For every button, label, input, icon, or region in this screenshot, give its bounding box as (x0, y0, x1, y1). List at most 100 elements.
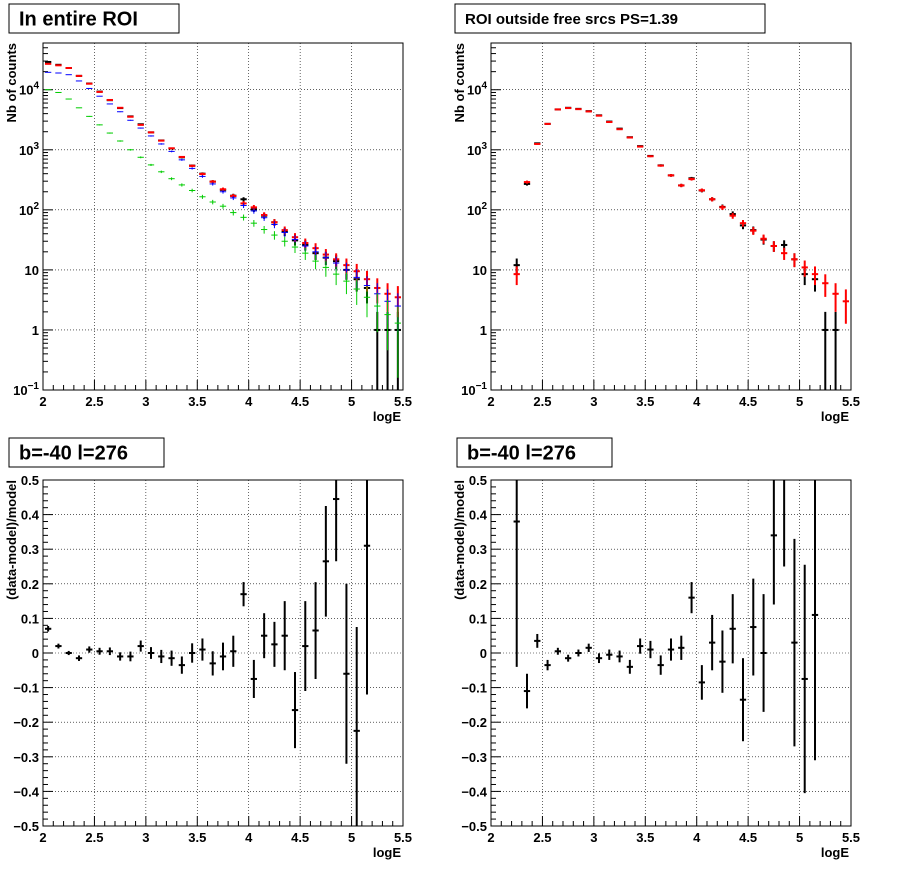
data-point (137, 127, 144, 129)
data-point (832, 283, 839, 312)
y-tick-label: −0.5 (461, 819, 487, 834)
data-point (147, 135, 155, 137)
data-point (637, 145, 644, 148)
data-point (791, 253, 798, 268)
x-tick-label: 2 (487, 830, 494, 845)
data-point (322, 260, 329, 277)
x-tick-label: 3.5 (188, 830, 206, 845)
chart-panel-4: b=-40 l=276 2 2.5 3 3.5 4 4.5 5 5.5 −0.5 −0.4 −0.3 −… (452, 437, 860, 860)
data-point (199, 638, 206, 661)
data-point (709, 614, 716, 671)
x-tick-label: 2 (39, 394, 46, 409)
x-tick-label: 2.5 (533, 394, 551, 409)
data-point (312, 582, 319, 679)
data-point (544, 659, 551, 671)
data-point (55, 643, 62, 649)
data-point (698, 188, 705, 193)
data-point (96, 647, 103, 655)
series-1 (513, 106, 839, 390)
series-4 (45, 89, 401, 378)
x-tick-label: 4.5 (291, 830, 309, 845)
data-point (178, 656, 185, 674)
y-tick-label: 0.3 (469, 542, 487, 557)
data-point (189, 164, 196, 168)
chart-panel-1: In entire ROI 2 2.5 3 3.5 4 4.5 5 5.5 10−1 1 10 102 1… (4, 3, 412, 424)
data-point (291, 672, 299, 749)
x-axis-label: logE (373, 845, 401, 860)
chart-title-box (454, 3, 766, 34)
chart-title-box (8, 3, 180, 34)
data-point (261, 613, 268, 659)
data-point (575, 649, 582, 657)
data-point (250, 208, 257, 214)
y-tick-label: −0.4 (13, 784, 39, 799)
series-1 (45, 60, 401, 390)
data-point (647, 640, 654, 659)
y-tick-label: 102 (19, 201, 39, 218)
x-tick-label: 5 (348, 394, 355, 409)
data-point (554, 647, 561, 655)
y-tick-label: −0.2 (461, 715, 487, 730)
data-point (832, 311, 839, 390)
data-point (168, 147, 175, 150)
x-tick-label: 5.5 (842, 394, 860, 409)
data-point (137, 123, 144, 126)
data-point (719, 204, 726, 210)
y-tick-label: −0.5 (13, 819, 39, 834)
data-point (65, 98, 72, 100)
y-axis-label: (data-model)/model (452, 480, 467, 600)
data-point (230, 635, 237, 667)
data-point (575, 108, 582, 111)
plot-frame (42, 42, 404, 391)
data-point (513, 480, 520, 667)
data-point (158, 649, 165, 664)
y-tick-label: 0.5 (469, 473, 487, 488)
series-1 (45, 480, 371, 826)
data-point (219, 642, 227, 671)
data-point (616, 128, 623, 131)
data-point (271, 221, 278, 229)
x-tick-label: 5 (348, 830, 355, 845)
x-tick-label: 4.5 (739, 830, 757, 845)
data-point (106, 98, 113, 101)
x-tick-label: 2 (487, 394, 494, 409)
chart-title: In entire ROI (19, 9, 138, 31)
data-point (678, 183, 685, 188)
data-point (698, 665, 705, 700)
data-point (822, 311, 829, 390)
y-tick-label: 104 (467, 81, 487, 98)
data-point (209, 199, 216, 205)
data-point (822, 274, 829, 297)
data-point (96, 90, 103, 93)
data-point (394, 306, 401, 378)
data-point (178, 158, 185, 161)
y-tick-label: 1 (32, 323, 39, 338)
y-axis-label: Nb of counts (452, 43, 467, 122)
data-point (811, 266, 819, 286)
data-point (168, 650, 175, 666)
data-point (333, 480, 340, 562)
data-point (729, 212, 736, 219)
data-point (127, 115, 134, 118)
x-tick-label: 3.5 (188, 394, 206, 409)
chart-panel-3: b=-40 l=276 2 2.5 3 3.5 4 4.5 5 5.5 −0.5 −0.4 −0.3 −… (4, 437, 412, 860)
data-point (199, 175, 206, 178)
chart-panel-2: ROI outside free srcs PS=1.39 2 2.5 3 3.5 4 4.… (452, 3, 860, 424)
x-tick-label: 3 (590, 394, 597, 409)
data-point (261, 225, 268, 234)
y-tick-label: 0.2 (469, 577, 487, 592)
data-point (688, 582, 695, 614)
data-point (322, 505, 329, 617)
y-tick-label: 0.3 (21, 542, 39, 557)
data-point (219, 189, 227, 194)
data-point (770, 480, 777, 605)
data-point (281, 601, 288, 671)
data-point (137, 156, 144, 159)
y-tick-label: 0 (32, 646, 39, 661)
x-tick-label: 4 (245, 394, 253, 409)
x-tick-label: 2 (39, 830, 46, 845)
data-point (647, 155, 654, 158)
data-point (353, 279, 360, 305)
y-tick-label: 10−1 (13, 381, 39, 398)
y-tick-label: 104 (19, 81, 39, 98)
